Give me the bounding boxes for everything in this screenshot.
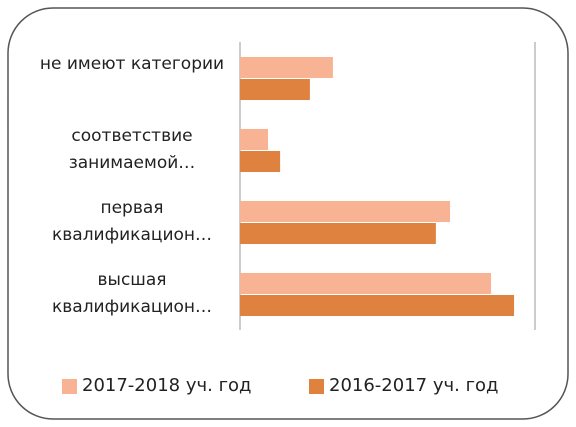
legend-swatch [309,379,324,394]
y-tick-label: не имеют категории [39,54,225,74]
legend-swatch [62,379,77,394]
legend-label: 2016-2017 уч. год [329,375,499,396]
bar [240,129,269,150]
y-tick-label: первая квалификацион… [51,198,213,245]
bar [240,201,451,222]
y-tick-label: высшая квалификацион… [51,270,213,317]
bar [240,223,436,244]
bar [240,273,492,294]
y-tick-label: соответствие занимаемой… [68,126,196,173]
bar [240,79,310,100]
bar [240,295,515,316]
bar [240,57,333,78]
bar [240,151,281,172]
legend-label: 2017-2018 уч. год [82,375,252,396]
